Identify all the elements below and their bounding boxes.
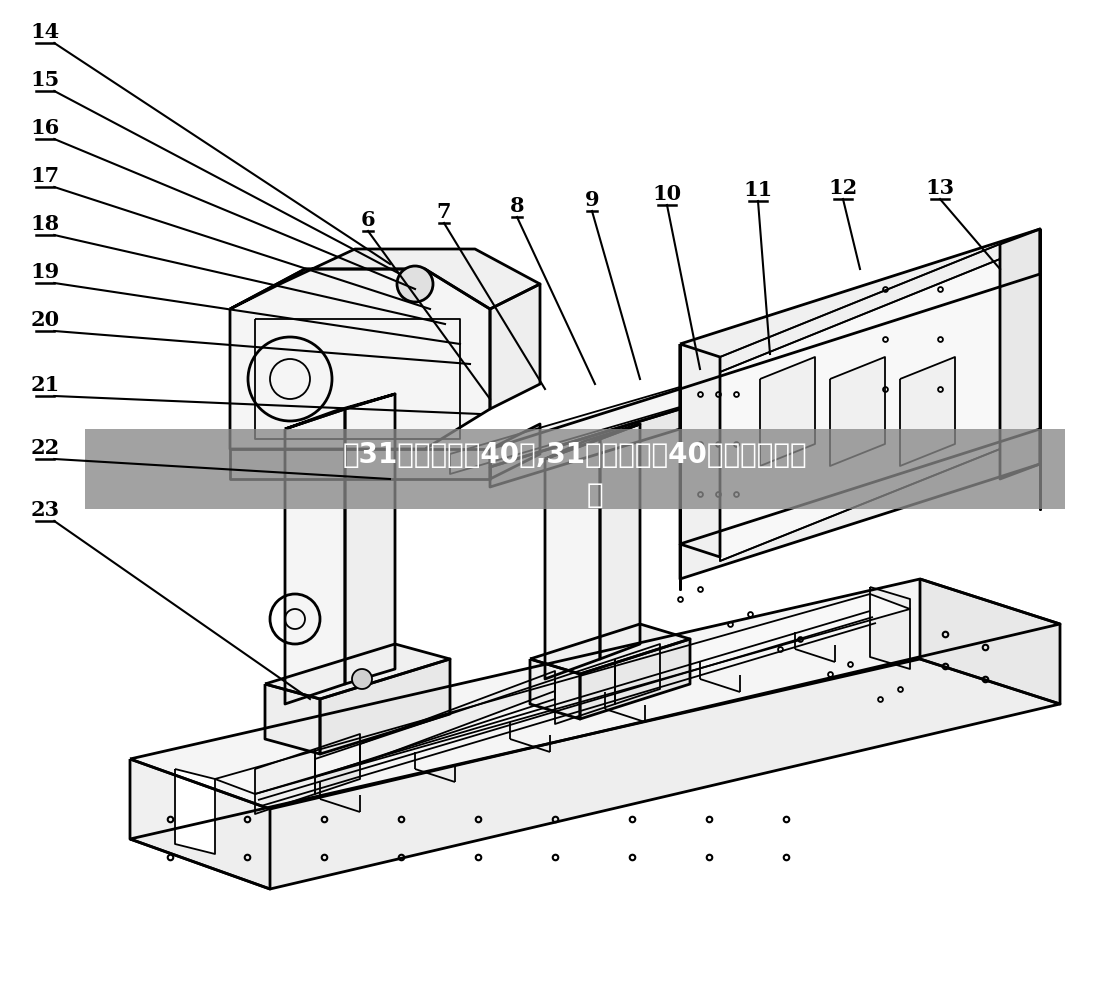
Text: 14: 14	[31, 22, 60, 42]
Polygon shape	[920, 580, 1060, 705]
Text: 15: 15	[31, 70, 60, 89]
Polygon shape	[265, 684, 321, 754]
Polygon shape	[555, 659, 615, 725]
Text: 17: 17	[31, 166, 59, 186]
Text: 」: 」	[586, 480, 603, 509]
Polygon shape	[345, 395, 395, 684]
Polygon shape	[720, 259, 1000, 562]
Text: 18: 18	[31, 214, 59, 234]
Text: 12: 12	[828, 178, 858, 198]
Text: 23: 23	[31, 500, 59, 520]
Text: 6: 6	[361, 210, 375, 230]
Polygon shape	[720, 245, 1000, 373]
Polygon shape	[450, 388, 680, 474]
Polygon shape	[680, 345, 720, 558]
Polygon shape	[130, 659, 1060, 889]
Polygon shape	[490, 410, 680, 487]
Text: 16: 16	[31, 118, 60, 138]
Text: 22: 22	[31, 437, 60, 457]
Circle shape	[352, 669, 372, 689]
Text: 8: 8	[510, 196, 524, 216]
Polygon shape	[255, 749, 315, 814]
Polygon shape	[230, 249, 540, 310]
Polygon shape	[545, 424, 640, 459]
Polygon shape	[600, 424, 640, 659]
Text: 19: 19	[31, 261, 60, 281]
Polygon shape	[315, 735, 360, 794]
Polygon shape	[130, 580, 1060, 809]
Polygon shape	[265, 644, 450, 700]
Polygon shape	[360, 671, 555, 764]
Polygon shape	[216, 594, 910, 794]
Polygon shape	[870, 587, 910, 669]
Text: 10: 10	[652, 184, 682, 204]
Polygon shape	[286, 410, 345, 705]
Polygon shape	[720, 245, 1000, 562]
Polygon shape	[680, 429, 1040, 580]
Text: 9: 9	[584, 190, 600, 210]
Polygon shape	[900, 358, 955, 466]
Text: 、31省新增本土40例,31省新增本土40例用绻茶洗脸: 、31省新增本土40例,31省新增本土40例用绻茶洗脸	[342, 440, 807, 468]
Polygon shape	[680, 230, 1040, 390]
Polygon shape	[580, 639, 690, 720]
Polygon shape	[1000, 230, 1040, 479]
Polygon shape	[175, 769, 216, 854]
Polygon shape	[529, 659, 580, 720]
Polygon shape	[760, 358, 815, 466]
Polygon shape	[490, 284, 540, 410]
Circle shape	[397, 266, 433, 303]
Polygon shape	[130, 759, 270, 889]
Polygon shape	[545, 439, 600, 679]
Polygon shape	[315, 679, 555, 777]
Text: 21: 21	[31, 375, 60, 395]
Polygon shape	[529, 624, 690, 674]
Polygon shape	[321, 659, 450, 754]
Polygon shape	[230, 269, 490, 449]
Polygon shape	[286, 395, 395, 429]
Text: 7: 7	[437, 202, 451, 222]
Polygon shape	[490, 424, 540, 479]
Text: 20: 20	[31, 310, 59, 330]
Polygon shape	[230, 449, 490, 479]
Text: 13: 13	[926, 178, 955, 198]
Polygon shape	[830, 358, 885, 466]
Text: 11: 11	[744, 180, 772, 200]
Bar	[85, 429, 1064, 510]
Polygon shape	[490, 390, 680, 467]
Polygon shape	[615, 644, 660, 705]
